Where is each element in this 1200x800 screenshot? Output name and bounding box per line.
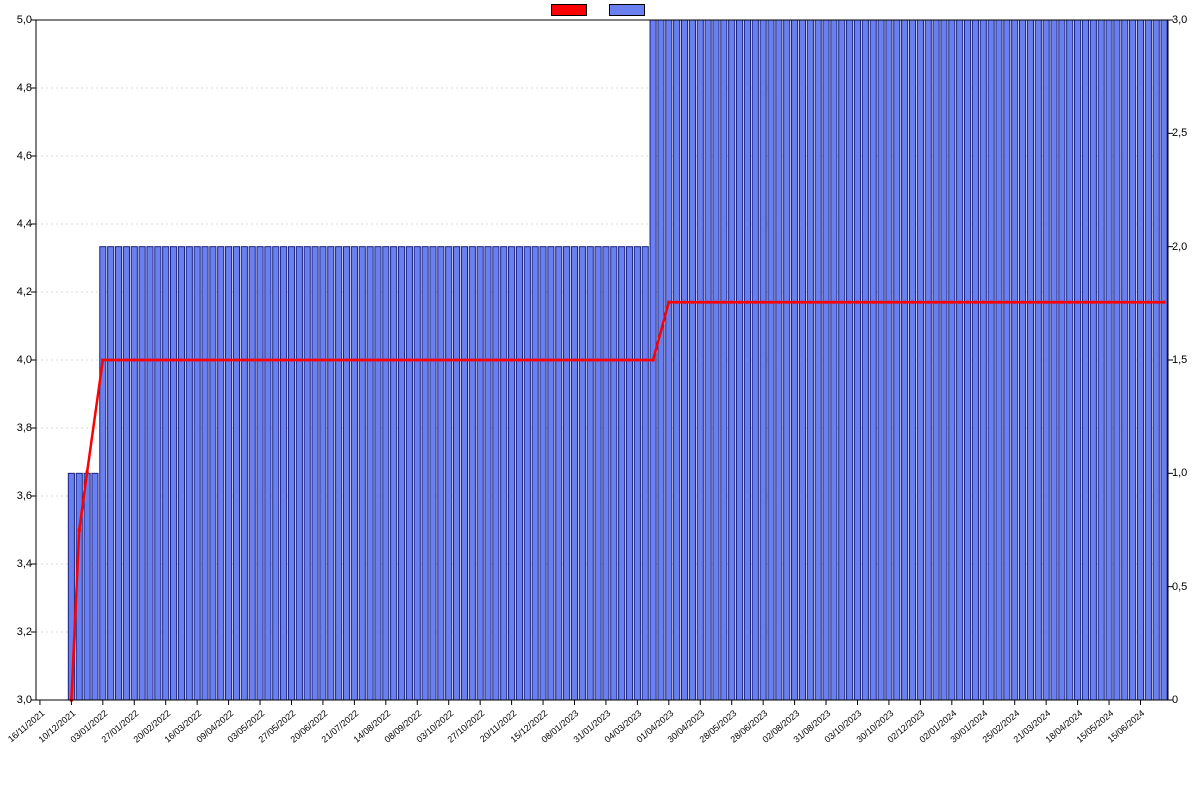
y-right-tick-label: 1,0 (1172, 467, 1187, 479)
y-right-tick-label: 3,0 (1172, 14, 1187, 26)
y-left-tick-label: 3,4 (17, 558, 32, 570)
chart-container: 3,0 3,2 3,4 3,6 3,8 4,0 4,2 4,4 4,6 4,8 5,0 0 0,5 1,0… (0, 0, 1200, 800)
y-right-tick-label: 0,5 (1172, 581, 1187, 593)
legend-item-bar (609, 4, 649, 16)
y-left-tick-label: 4,0 (17, 354, 32, 366)
legend-swatch-bar (609, 4, 645, 16)
y-left-tick-label: 4,6 (17, 150, 32, 162)
y-right-tick-label: 1,5 (1172, 354, 1187, 366)
y-left-tick-label: 3,6 (17, 490, 32, 502)
legend-swatch-line (551, 4, 587, 16)
y-right-tick-label: 2,0 (1172, 241, 1187, 253)
y-right-tick-label: 0 (1172, 694, 1178, 706)
y-left-tick-label: 5,0 (17, 14, 32, 26)
y-left-tick-label: 4,4 (17, 218, 32, 230)
y-left-tick-label: 3,2 (17, 626, 32, 638)
plot-area (0, 0, 1200, 800)
y-right-tick-label: 2,5 (1172, 127, 1187, 139)
y-left-tick-label: 3,8 (17, 422, 32, 434)
y-left-tick-label: 4,2 (17, 286, 32, 298)
legend (551, 0, 649, 20)
legend-item-line (551, 4, 591, 16)
y-left-tick-label: 3,0 (17, 694, 32, 706)
y-left-tick-label: 4,8 (17, 82, 32, 94)
